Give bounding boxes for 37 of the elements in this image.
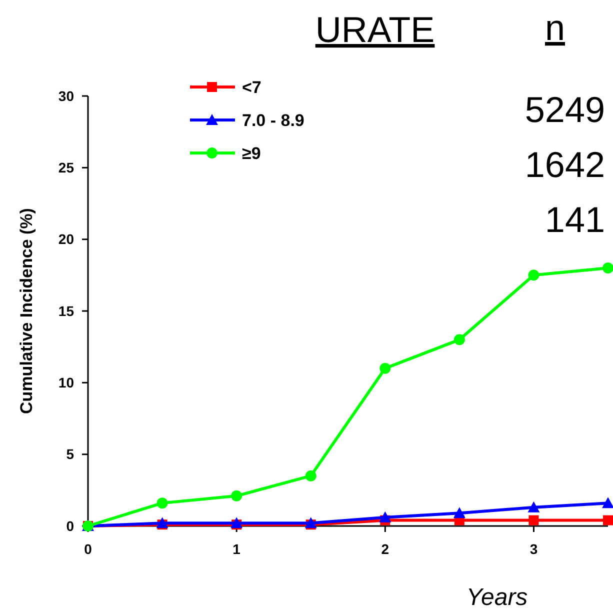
y-tick-label: 25 [58, 160, 74, 176]
y-tick-label: 0 [66, 518, 74, 534]
annotation: 5249 [524, 89, 605, 130]
point [379, 511, 392, 522]
point [380, 362, 391, 374]
point [304, 517, 317, 528]
y-tick-label: 5 [66, 446, 74, 462]
y-tick-label: 10 [58, 374, 74, 391]
legend-label: ≥9 [242, 144, 261, 163]
point [156, 517, 168, 528]
x-tick-label: 0 [84, 541, 92, 557]
y-tick-label: 30 [58, 88, 74, 104]
point [305, 470, 316, 482]
annotation: 141 [544, 199, 605, 240]
point [603, 515, 613, 526]
annotation: 1642 [524, 144, 605, 185]
point [602, 262, 613, 274]
legend-label: 7.0 - 8.9 [242, 110, 304, 130]
y-axis-title: Cumulative Incidence (%) [17, 208, 36, 414]
point [231, 490, 242, 502]
point [528, 501, 540, 512]
x-tick-label: 3 [530, 541, 538, 557]
point [453, 507, 466, 518]
y-tick-label: 20 [58, 231, 74, 248]
y-tick-label: 15 [58, 302, 74, 319]
legend-title: URATE [315, 9, 435, 50]
x-axis-title: Years [466, 584, 528, 611]
point [454, 334, 465, 346]
legend-label: <7 [242, 78, 262, 97]
x-tick-label: 1 [232, 541, 241, 557]
point [528, 515, 539, 526]
text: n [544, 7, 566, 48]
x-tick-label: 2 [381, 541, 390, 557]
point [602, 497, 613, 508]
point [230, 517, 243, 528]
point [528, 270, 540, 281]
point [156, 498, 168, 509]
